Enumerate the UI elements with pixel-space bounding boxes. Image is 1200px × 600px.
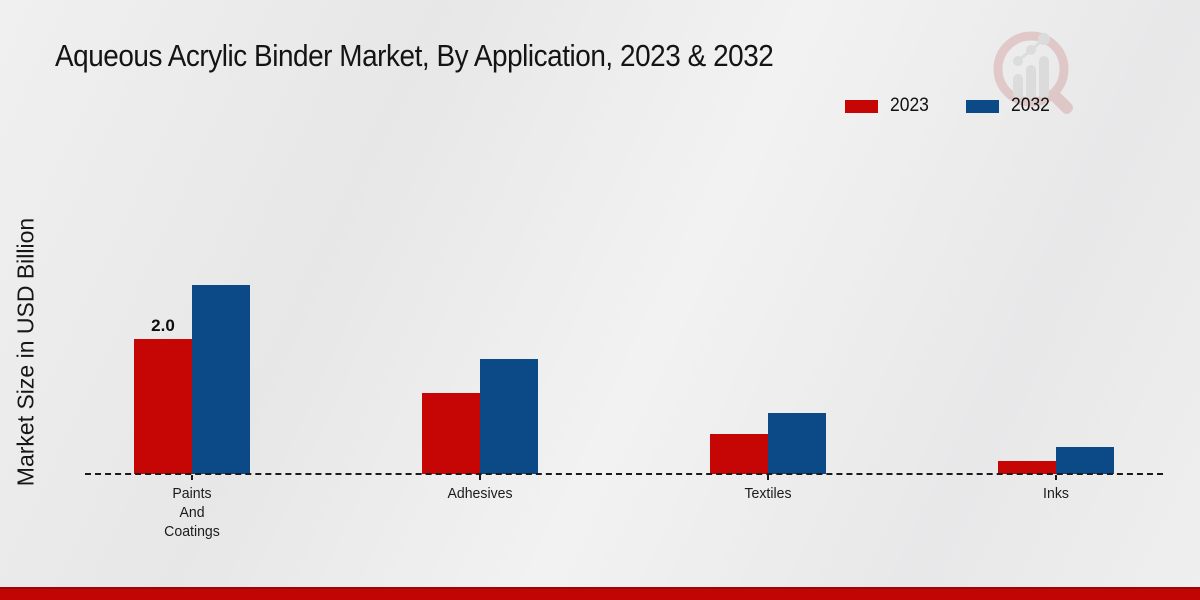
legend-item-2032: 2032 (966, 95, 1053, 117)
footer-bar (0, 587, 1200, 600)
bar-2032-group0 (192, 285, 250, 474)
x-tick (767, 475, 769, 480)
x-tick (191, 475, 193, 480)
x-category-label: Paints And Coatings (164, 485, 220, 540)
legend-label-2032: 2032 (1011, 95, 1051, 116)
x-category-label: Inks (1043, 485, 1069, 502)
bar-2023-group3 (998, 460, 1056, 474)
bar-2032-group2 (768, 413, 826, 474)
bar-2023-group0 (134, 339, 192, 474)
x-tick (479, 475, 481, 480)
legend: 2023 2032 (845, 95, 1054, 117)
legend-swatch-2032 (966, 99, 1000, 113)
x-axis: Paints And Coatings Adhesives Textiles Inks (85, 474, 1163, 564)
x-category-label: Adhesives (447, 485, 513, 502)
x-axis-baseline (85, 473, 1163, 475)
magnifier-trend-logo-watermark (993, 31, 1074, 115)
y-axis-label: Market Size in USD Billion (12, 217, 39, 487)
bar-2032-group1 (480, 359, 538, 474)
bar-2023-group2 (710, 433, 768, 474)
plot-area: 2.0 (85, 150, 1163, 475)
legend-label-2023: 2023 (890, 95, 929, 116)
chart-title: Aqueous Acrylic Binder Market, By Applic… (55, 38, 774, 73)
legend-swatch-2023 (845, 99, 878, 113)
x-tick (1055, 475, 1057, 480)
bar-value-label: 2.0 (151, 316, 175, 335)
bar-2023-group1 (422, 393, 480, 474)
legend-item-2023: 2023 (845, 95, 932, 117)
bar-2032-group3 (1056, 447, 1114, 474)
x-category-label: Textiles (744, 485, 792, 502)
